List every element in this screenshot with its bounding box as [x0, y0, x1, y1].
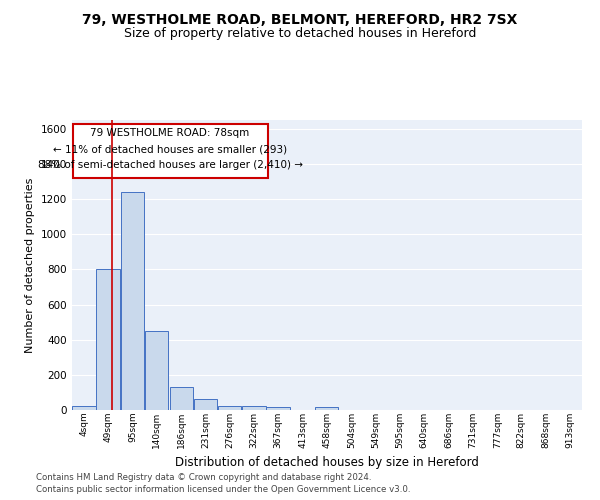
Text: 79 WESTHOLME ROAD: 78sqm: 79 WESTHOLME ROAD: 78sqm: [91, 128, 250, 138]
Text: Contains HM Land Registry data © Crown copyright and database right 2024.: Contains HM Land Registry data © Crown c…: [36, 472, 371, 482]
Bar: [194, 398, 217, 410]
Text: 88% of semi-detached houses are larger (2,410) →: 88% of semi-detached houses are larger (…: [38, 160, 302, 170]
Bar: [266, 408, 290, 410]
Bar: [170, 387, 193, 410]
Text: Size of property relative to detached houses in Hereford: Size of property relative to detached ho…: [124, 28, 476, 40]
Text: 79, WESTHOLME ROAD, BELMONT, HEREFORD, HR2 7SX: 79, WESTHOLME ROAD, BELMONT, HEREFORD, H…: [82, 12, 518, 26]
Bar: [121, 192, 145, 410]
Text: Contains public sector information licensed under the Open Government Licence v3: Contains public sector information licen…: [36, 485, 410, 494]
X-axis label: Distribution of detached houses by size in Hereford: Distribution of detached houses by size …: [175, 456, 479, 469]
Bar: [72, 406, 96, 410]
Bar: [218, 406, 241, 410]
Text: ← 11% of detached houses are smaller (293): ← 11% of detached houses are smaller (29…: [53, 144, 287, 154]
Y-axis label: Number of detached properties: Number of detached properties: [25, 178, 35, 352]
Bar: [97, 270, 120, 410]
Bar: [242, 406, 266, 410]
Bar: [315, 408, 338, 410]
Bar: [145, 331, 169, 410]
FancyBboxPatch shape: [73, 124, 268, 178]
